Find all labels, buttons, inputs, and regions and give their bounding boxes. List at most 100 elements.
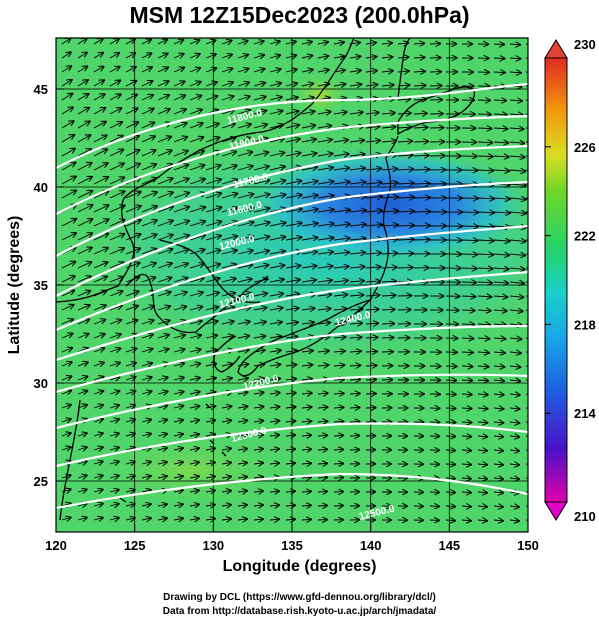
wind-vector [125, 136, 139, 143]
wind-vector [253, 166, 269, 171]
wind-vector [237, 194, 253, 199]
wind-vector [109, 150, 123, 157]
wind-vector [445, 478, 455, 479]
wind-vector [477, 310, 491, 311]
wind-vector [221, 96, 233, 100]
wind-vector [317, 126, 331, 128]
wind-vector [61, 376, 71, 380]
wind-vector [285, 139, 300, 142]
wind-vector [61, 419, 71, 422]
wind-vector [189, 123, 203, 129]
wind-vector [189, 235, 205, 241]
wind-vector [77, 248, 92, 255]
wind-vector [61, 447, 71, 450]
wind-vector [333, 337, 345, 338]
wind-vector [477, 198, 494, 199]
wind-vector [109, 277, 123, 283]
credit-data-source: Data from http://database.rish.kyoto-u.a… [162, 606, 437, 617]
wind-vector [77, 233, 92, 241]
wind-vector [253, 152, 268, 157]
wind-vector [237, 124, 251, 128]
wind-vector [141, 95, 153, 101]
wind-vector [317, 477, 327, 478]
wind-vector [349, 407, 360, 408]
wind-vector [269, 407, 279, 408]
wind-vector [157, 178, 173, 185]
wind-vector [253, 463, 263, 464]
wind-vector [493, 478, 503, 479]
wind-vector [125, 192, 141, 199]
wind-vector [61, 177, 76, 185]
wind-vector [317, 70, 329, 72]
wind-vector [509, 296, 523, 297]
wind-vector [109, 122, 122, 129]
wind-vector [173, 82, 185, 87]
wind-vector [93, 447, 103, 450]
wind-vector [253, 97, 266, 100]
wind-vector [221, 463, 231, 464]
wind-vector [397, 155, 413, 156]
x-tick-label: 130 [202, 538, 224, 553]
wind-vector [349, 323, 362, 324]
wind-vector [141, 518, 151, 520]
wind-vector [237, 279, 252, 282]
wind-vector [493, 506, 503, 507]
wind-vector [365, 71, 377, 72]
wind-vector [477, 282, 492, 283]
wind-vector [381, 71, 393, 72]
wind-vector [125, 164, 140, 171]
wind-vector [509, 506, 519, 507]
wind-vector [269, 421, 279, 422]
wind-vector [77, 39, 87, 45]
wind-vector [461, 422, 471, 423]
wind-vector [189, 137, 203, 143]
wind-vector [349, 210, 366, 212]
wind-vector [285, 223, 302, 226]
wind-vector [173, 518, 183, 520]
wind-vector [61, 38, 70, 45]
wind-vector [141, 150, 156, 157]
wind-vector [269, 519, 279, 520]
wind-vector [381, 127, 395, 128]
wind-vector [381, 267, 397, 268]
wind-vector [317, 365, 328, 366]
wind-vector [237, 222, 253, 227]
wind-vector [221, 166, 237, 171]
wind-vector [285, 41, 296, 44]
wind-vector [253, 83, 265, 86]
wind-vector [93, 67, 104, 73]
wind-vector [253, 208, 270, 213]
wind-vector [269, 153, 284, 156]
wind-vector [141, 335, 153, 338]
wind-vector [317, 153, 333, 156]
wind-vector [285, 491, 295, 492]
wind-vector [461, 352, 473, 353]
wind-vector [93, 348, 104, 352]
wind-vector [477, 142, 492, 143]
wind-vector [381, 323, 394, 324]
wind-vectors [61, 38, 528, 521]
wind-vector [237, 406, 247, 408]
wind-vector [509, 450, 519, 451]
wind-vector [221, 420, 231, 422]
wind-vector [109, 67, 120, 73]
wind-vector [333, 407, 344, 408]
x-tick-label: 135 [281, 538, 303, 553]
wind-vector [461, 296, 475, 297]
wind-vector [93, 419, 103, 422]
wind-vector [93, 94, 105, 101]
wind-vector [349, 196, 366, 198]
y-tick-label: 25 [34, 474, 48, 489]
wind-vector [317, 252, 333, 254]
wind-vector [477, 156, 493, 157]
wind-vector [301, 421, 311, 422]
wind-vector [493, 492, 503, 493]
wind-vector [509, 436, 519, 437]
wind-vector [509, 72, 521, 73]
wind-vector [157, 349, 168, 352]
wind-vector [109, 163, 124, 171]
wind-vector [221, 364, 232, 366]
wind-vector [493, 436, 503, 437]
wind-vector [333, 252, 349, 254]
